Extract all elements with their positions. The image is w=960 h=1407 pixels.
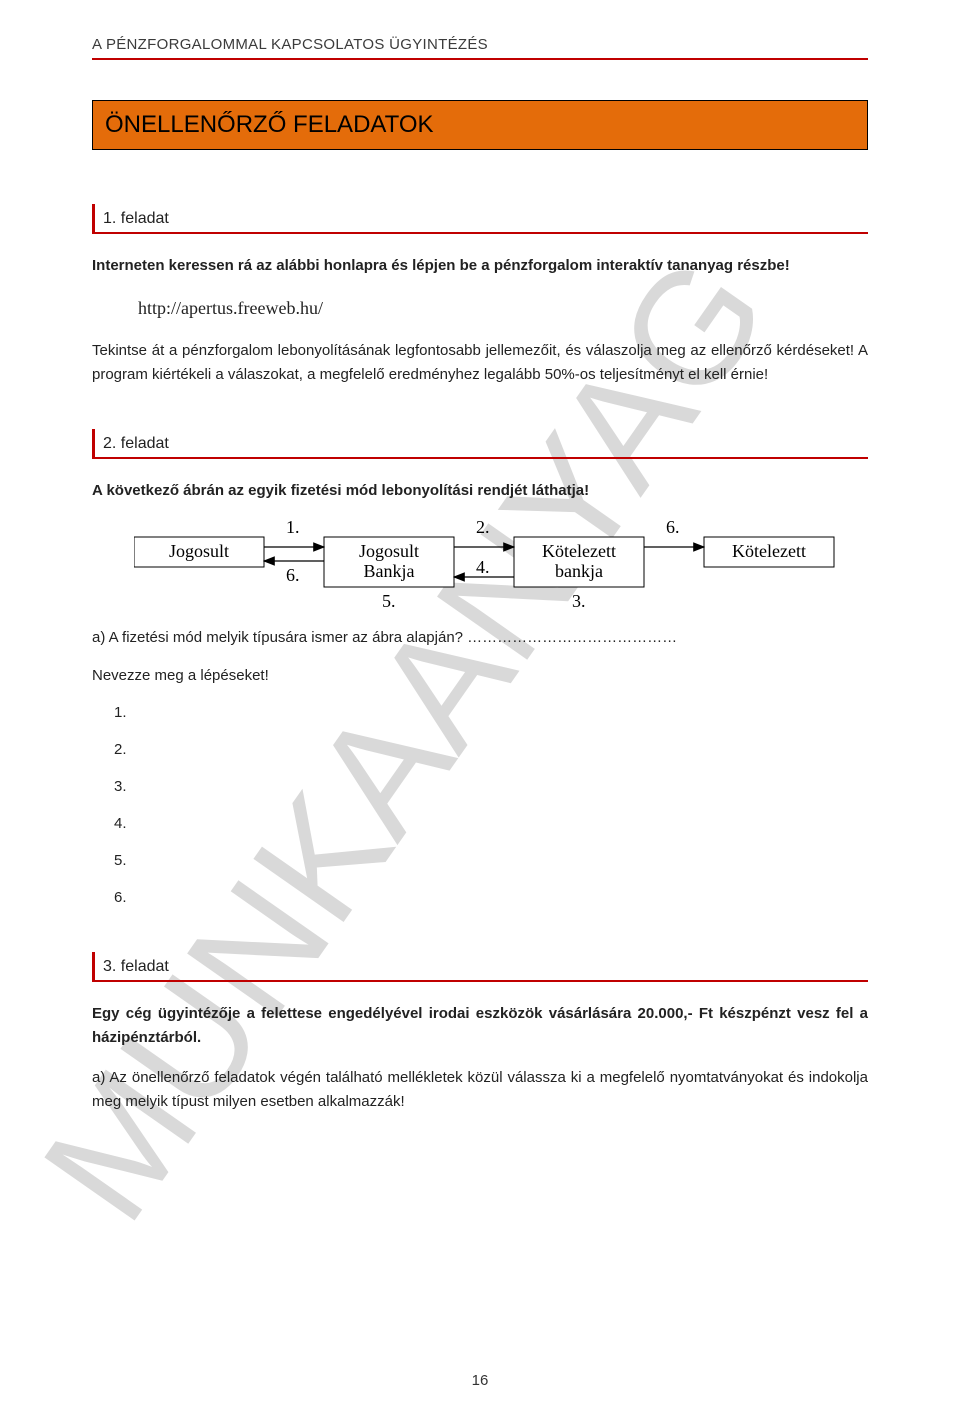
task-1-intro: Interneten keressen rá az alábbi honlapr… — [92, 254, 868, 278]
section-title-box: ÖNELLENŐRZŐ FELADATOK — [92, 100, 868, 150]
diagram-arrow-6a-label: 6. — [286, 565, 300, 585]
svg-text:Kötelezett: Kötelezett — [542, 541, 616, 561]
step-number-list: 1. 2. 3. 4. 5. 6. — [92, 704, 868, 906]
diagram-box-2: Kötelezett bankja — [514, 537, 644, 587]
step-4: 4. — [114, 815, 868, 832]
diagram-box-3: Kötelezett — [704, 537, 834, 567]
task-1-header: 1. feladat — [92, 204, 868, 234]
diagram-arrow-4-label: 4. — [476, 557, 490, 577]
task-2-header: 2. feladat — [92, 429, 868, 459]
task-2-label: 2. feladat — [103, 435, 169, 452]
diagram-box-1: Jogosult Bankja — [324, 537, 454, 587]
task-1-label: 1. feladat — [103, 210, 169, 227]
step-2: 2. — [114, 741, 868, 758]
payment-diagram: Jogosult Jogosult Bankja Kötelezett bank… — [134, 519, 868, 619]
diagram-arrow-6b-label: 6. — [666, 519, 680, 537]
task-3-body: a) Az önellenőrző feladatok végén találh… — [92, 1066, 868, 1114]
task-1-url: http://apertus.freeweb.hu/ — [138, 294, 868, 323]
section-title: ÖNELLENŐRZŐ FELADATOK — [105, 111, 434, 138]
header-title: A PÉNZFORGALOMMAL KAPCSOLATOS ÜGYINTÉZÉS — [92, 36, 488, 53]
task-2-intro: A következő ábrán az egyik fizetési mód … — [92, 479, 868, 503]
step-6: 6. — [114, 889, 868, 906]
task-1-body: Tekintse át a pénzforgalom lebonyolításá… — [92, 339, 868, 387]
task-2-question-a: a) A fizetési mód melyik típusára ismer … — [92, 629, 868, 646]
svg-text:Kötelezett: Kötelezett — [732, 541, 806, 561]
diagram-arrow-1-label: 1. — [286, 519, 300, 537]
task-3-label: 3. feladat — [103, 958, 169, 975]
diagram-arrow-2-label: 2. — [476, 519, 490, 537]
diagram-label-3: 3. — [572, 591, 586, 611]
svg-text:bankja: bankja — [555, 561, 603, 581]
task-3-header: 3. feladat — [92, 952, 868, 982]
task-2-name-steps: Nevezze meg a lépéseket! — [92, 664, 868, 688]
svg-text:Jogosult: Jogosult — [359, 541, 419, 561]
diagram-label-5: 5. — [382, 591, 396, 611]
step-5: 5. — [114, 852, 868, 869]
svg-text:Jogosult: Jogosult — [169, 541, 229, 561]
task-3-intro: Egy cég ügyintézője a felettese engedély… — [92, 1002, 868, 1050]
svg-text:Bankja: Bankja — [364, 561, 415, 581]
diagram-box-0: Jogosult — [134, 537, 264, 567]
page-number: 16 — [0, 1372, 960, 1389]
page-header: A PÉNZFORGALOMMAL KAPCSOLATOS ÜGYINTÉZÉS — [92, 36, 868, 60]
step-3: 3. — [114, 778, 868, 795]
step-1: 1. — [114, 704, 868, 721]
